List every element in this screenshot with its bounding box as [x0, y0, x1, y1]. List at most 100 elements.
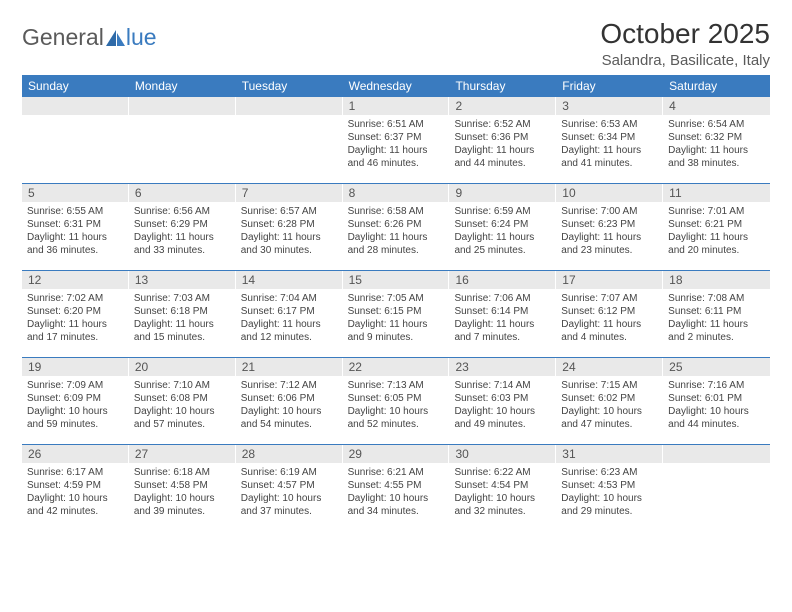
logo-text-general: General	[22, 24, 104, 51]
calendar-cell: 19Sunrise: 7:09 AMSunset: 6:09 PMDayligh…	[22, 358, 129, 444]
calendar-cell: 18Sunrise: 7:08 AMSunset: 6:11 PMDayligh…	[663, 271, 770, 357]
calendar-cell: 1Sunrise: 6:51 AMSunset: 6:37 PMDaylight…	[343, 97, 450, 183]
sunset-text: Sunset: 6:23 PM	[561, 218, 658, 231]
day-number: 12	[22, 271, 129, 289]
day-header: Sunday	[22, 79, 129, 93]
sunset-text: Sunset: 6:05 PM	[348, 392, 445, 405]
daylight-text: Daylight: 11 hours and 20 minutes.	[668, 231, 765, 257]
day-number: 30	[449, 445, 556, 463]
day-number: 1	[343, 97, 450, 115]
sunset-text: Sunset: 6:37 PM	[348, 131, 445, 144]
cell-body: Sunrise: 6:58 AMSunset: 6:26 PMDaylight:…	[343, 202, 450, 260]
day-number: 23	[449, 358, 556, 376]
sunset-text: Sunset: 6:21 PM	[668, 218, 765, 231]
sunset-text: Sunset: 6:36 PM	[454, 131, 551, 144]
calendar-cell: 5Sunrise: 6:55 AMSunset: 6:31 PMDaylight…	[22, 184, 129, 270]
day-number: 25	[663, 358, 770, 376]
day-header: Thursday	[449, 79, 556, 93]
sunset-text: Sunset: 6:15 PM	[348, 305, 445, 318]
cell-body: Sunrise: 7:06 AMSunset: 6:14 PMDaylight:…	[449, 289, 556, 347]
day-number: 29	[343, 445, 450, 463]
sunrise-text: Sunrise: 6:59 AM	[454, 205, 551, 218]
day-number: 21	[236, 358, 343, 376]
day-header: Monday	[129, 79, 236, 93]
daylight-text: Daylight: 11 hours and 15 minutes.	[134, 318, 231, 344]
day-number: 17	[556, 271, 663, 289]
sunrise-text: Sunrise: 6:21 AM	[348, 466, 445, 479]
cell-body: Sunrise: 7:10 AMSunset: 6:08 PMDaylight:…	[129, 376, 236, 434]
logo-text-blue: lue	[126, 24, 157, 51]
sunrise-text: Sunrise: 6:22 AM	[454, 466, 551, 479]
cell-body: Sunrise: 7:01 AMSunset: 6:21 PMDaylight:…	[663, 202, 770, 260]
week-row: 12Sunrise: 7:02 AMSunset: 6:20 PMDayligh…	[22, 271, 770, 358]
sunrise-text: Sunrise: 6:57 AM	[241, 205, 338, 218]
day-number: 20	[129, 358, 236, 376]
day-number: 11	[663, 184, 770, 202]
sunrise-text: Sunrise: 7:06 AM	[454, 292, 551, 305]
cell-body: Sunrise: 6:51 AMSunset: 6:37 PMDaylight:…	[343, 115, 450, 173]
week-row: 1Sunrise: 6:51 AMSunset: 6:37 PMDaylight…	[22, 97, 770, 184]
daylight-text: Daylight: 11 hours and 36 minutes.	[27, 231, 124, 257]
calendar-cell: 24Sunrise: 7:15 AMSunset: 6:02 PMDayligh…	[556, 358, 663, 444]
cell-body: Sunrise: 7:15 AMSunset: 6:02 PMDaylight:…	[556, 376, 663, 434]
sunrise-text: Sunrise: 7:09 AM	[27, 379, 124, 392]
sunset-text: Sunset: 4:59 PM	[27, 479, 124, 492]
calendar-body: 1Sunrise: 6:51 AMSunset: 6:37 PMDaylight…	[22, 97, 770, 531]
calendar-cell: 14Sunrise: 7:04 AMSunset: 6:17 PMDayligh…	[236, 271, 343, 357]
day-number: 24	[556, 358, 663, 376]
calendar-cell: 31Sunrise: 6:23 AMSunset: 4:53 PMDayligh…	[556, 445, 663, 531]
daylight-text: Daylight: 11 hours and 4 minutes.	[561, 318, 658, 344]
calendar-cell: 27Sunrise: 6:18 AMSunset: 4:58 PMDayligh…	[129, 445, 236, 531]
cell-body: Sunrise: 7:04 AMSunset: 6:17 PMDaylight:…	[236, 289, 343, 347]
calendar-cell: 22Sunrise: 7:13 AMSunset: 6:05 PMDayligh…	[343, 358, 450, 444]
calendar-cell: 30Sunrise: 6:22 AMSunset: 4:54 PMDayligh…	[449, 445, 556, 531]
calendar-cell: 7Sunrise: 6:57 AMSunset: 6:28 PMDaylight…	[236, 184, 343, 270]
sunrise-text: Sunrise: 6:53 AM	[561, 118, 658, 131]
daylight-text: Daylight: 11 hours and 2 minutes.	[668, 318, 765, 344]
calendar-cell: 23Sunrise: 7:14 AMSunset: 6:03 PMDayligh…	[449, 358, 556, 444]
daylight-text: Daylight: 11 hours and 33 minutes.	[134, 231, 231, 257]
day-number: 10	[556, 184, 663, 202]
title-block: October 2025 Salandra, Basilicate, Italy	[600, 18, 770, 69]
location: Salandra, Basilicate, Italy	[600, 52, 770, 69]
daylight-text: Daylight: 11 hours and 23 minutes.	[561, 231, 658, 257]
day-number: 16	[449, 271, 556, 289]
cell-body	[22, 115, 129, 121]
day-header: Friday	[556, 79, 663, 93]
day-number: 13	[129, 271, 236, 289]
daylight-text: Daylight: 10 hours and 42 minutes.	[27, 492, 124, 518]
sunset-text: Sunset: 6:01 PM	[668, 392, 765, 405]
cell-body	[236, 115, 343, 121]
week-row: 26Sunrise: 6:17 AMSunset: 4:59 PMDayligh…	[22, 445, 770, 531]
cell-body: Sunrise: 6:52 AMSunset: 6:36 PMDaylight:…	[449, 115, 556, 173]
daylight-text: Daylight: 10 hours and 59 minutes.	[27, 405, 124, 431]
calendar-cell: 28Sunrise: 6:19 AMSunset: 4:57 PMDayligh…	[236, 445, 343, 531]
daylight-text: Daylight: 10 hours and 32 minutes.	[454, 492, 551, 518]
daylight-text: Daylight: 11 hours and 25 minutes.	[454, 231, 551, 257]
daylight-text: Daylight: 10 hours and 29 minutes.	[561, 492, 658, 518]
cell-body: Sunrise: 7:05 AMSunset: 6:15 PMDaylight:…	[343, 289, 450, 347]
sunrise-text: Sunrise: 6:17 AM	[27, 466, 124, 479]
cell-body: Sunrise: 6:59 AMSunset: 6:24 PMDaylight:…	[449, 202, 556, 260]
sunset-text: Sunset: 6:31 PM	[27, 218, 124, 231]
daylight-text: Daylight: 11 hours and 7 minutes.	[454, 318, 551, 344]
sunrise-text: Sunrise: 7:12 AM	[241, 379, 338, 392]
day-number: 9	[449, 184, 556, 202]
cell-body: Sunrise: 6:18 AMSunset: 4:58 PMDaylight:…	[129, 463, 236, 521]
calendar-cell: 3Sunrise: 6:53 AMSunset: 6:34 PMDaylight…	[556, 97, 663, 183]
sunrise-text: Sunrise: 7:01 AM	[668, 205, 765, 218]
calendar-cell: 26Sunrise: 6:17 AMSunset: 4:59 PMDayligh…	[22, 445, 129, 531]
sunrise-text: Sunrise: 6:56 AM	[134, 205, 231, 218]
sunrise-text: Sunrise: 6:23 AM	[561, 466, 658, 479]
sunset-text: Sunset: 6:08 PM	[134, 392, 231, 405]
calendar-cell	[129, 97, 236, 183]
daylight-text: Daylight: 11 hours and 38 minutes.	[668, 144, 765, 170]
cell-body: Sunrise: 6:53 AMSunset: 6:34 PMDaylight:…	[556, 115, 663, 173]
sunrise-text: Sunrise: 7:16 AM	[668, 379, 765, 392]
day-number: 18	[663, 271, 770, 289]
logo: General lue	[22, 18, 157, 51]
day-number	[236, 97, 343, 115]
sunrise-text: Sunrise: 6:51 AM	[348, 118, 445, 131]
calendar-cell: 25Sunrise: 7:16 AMSunset: 6:01 PMDayligh…	[663, 358, 770, 444]
day-number: 8	[343, 184, 450, 202]
